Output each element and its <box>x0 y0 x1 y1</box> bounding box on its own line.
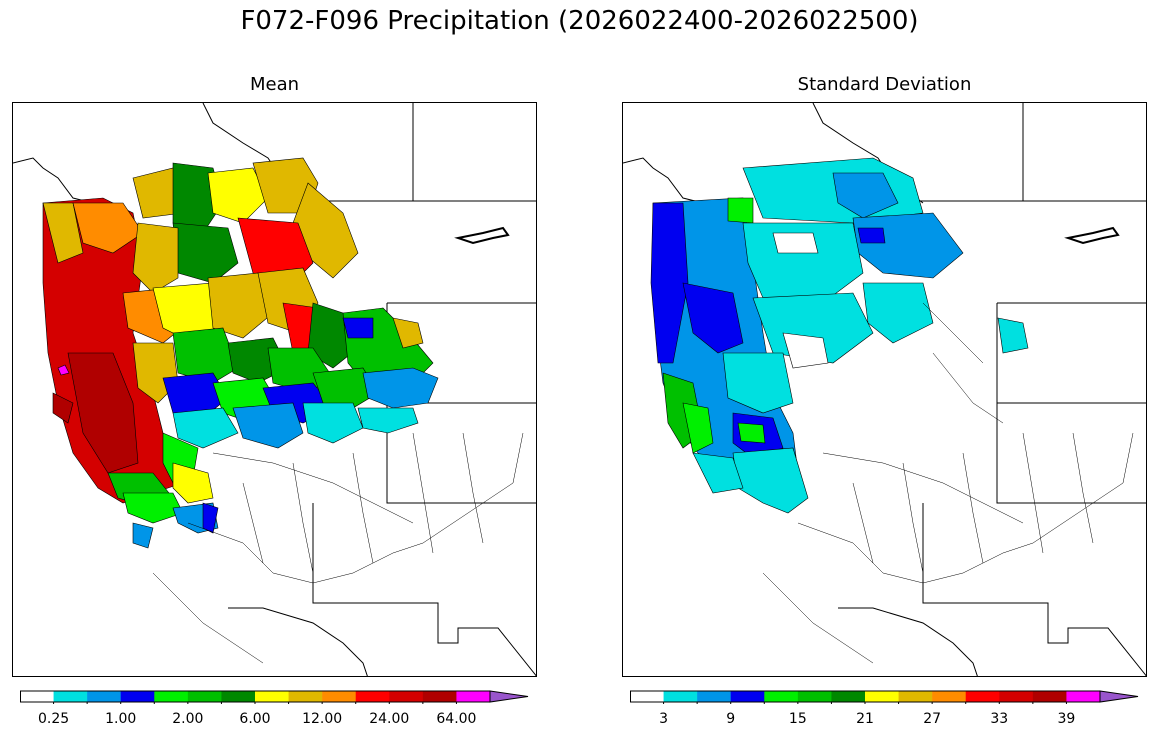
stddev-map <box>622 102 1147 677</box>
stddev-colorbar-segment <box>663 691 698 702</box>
mean-colorbar-tick-label: 6.00 <box>239 711 271 727</box>
stddev-panel-title: Standard Deviation <box>797 74 972 95</box>
stddev-colorbar-tick-label: 33 <box>990 711 1009 727</box>
mean-colorbar-tick-label: 12.00 <box>302 711 343 727</box>
mean-colorbar-segment <box>221 691 256 702</box>
mean-colorbar <box>20 690 530 704</box>
mean-colorbar-tick-label: 24.00 <box>369 711 410 727</box>
mean-colorbar-segment <box>255 691 289 702</box>
mean-colorbar-tick-label: 1.00 <box>105 711 137 727</box>
mean-colorbar-tick-label: 2.00 <box>172 711 204 727</box>
mean-colorbar-segment <box>87 691 122 702</box>
stddev-colorbar-extend-arrow <box>1099 690 1139 703</box>
mean-colorbar-segment <box>187 691 222 702</box>
mean-colorbar-segment <box>389 691 424 702</box>
stddev-colorbar-tick-label: 27 <box>923 711 942 727</box>
mean-colorbar-segment <box>20 691 54 702</box>
stddev-colorbar-segment <box>630 691 664 702</box>
mean-map <box>12 102 537 677</box>
mean-colorbar-svg <box>20 690 529 704</box>
stddev-colorbar-tick-label: 15 <box>788 711 807 727</box>
mean-colorbar-segment <box>53 691 88 702</box>
mean-colorbar-segment <box>154 691 189 702</box>
stddev-colorbar-segment <box>999 691 1034 702</box>
stddev-colorbar-segment <box>965 691 1000 702</box>
mean-colorbar-segment <box>120 691 155 702</box>
stddev-colorbar-tick-label: 21 <box>856 711 874 727</box>
stddev-colorbar-segment <box>797 691 832 702</box>
stddev-colorbar-segment <box>865 691 899 702</box>
stddev-colorbar-segment <box>932 691 967 702</box>
stddev-colorbar-segment <box>1032 691 1067 702</box>
stddev-colorbar-tick-label: 3 <box>659 711 669 727</box>
mean-map-svg <box>13 103 536 676</box>
mean-colorbar-segment <box>456 691 491 702</box>
mean-colorbar-segment <box>422 691 457 702</box>
stddev-colorbar <box>630 690 1140 704</box>
stddev-colorbar-segment <box>898 691 933 702</box>
figure-title: F072-F096 Precipitation (2026022400-2026… <box>240 6 919 36</box>
mean-colorbar-tick-label: 64.00 <box>436 711 477 727</box>
stddev-colorbar-segment <box>831 691 866 702</box>
stddev-map-svg <box>623 103 1146 676</box>
stddev-colorbar-segment <box>730 691 765 702</box>
mean-colorbar-segment <box>322 691 357 702</box>
stddev-colorbar-segment <box>697 691 732 702</box>
mean-colorbar-extend-arrow <box>489 690 529 703</box>
mean-colorbar-segment <box>288 691 323 702</box>
stddev-colorbar-segment <box>1066 691 1101 702</box>
mean-colorbar-segment <box>355 691 390 702</box>
stddev-colorbar-segment <box>764 691 799 702</box>
stddev-colorbar-svg <box>630 690 1139 704</box>
stddev-colorbar-tick-label: 9 <box>726 711 736 727</box>
stddev-colorbar-tick-label: 39 <box>1057 711 1076 727</box>
mean-colorbar-tick-label: 0.25 <box>37 711 70 727</box>
mean-panel-title: Mean <box>249 74 300 95</box>
